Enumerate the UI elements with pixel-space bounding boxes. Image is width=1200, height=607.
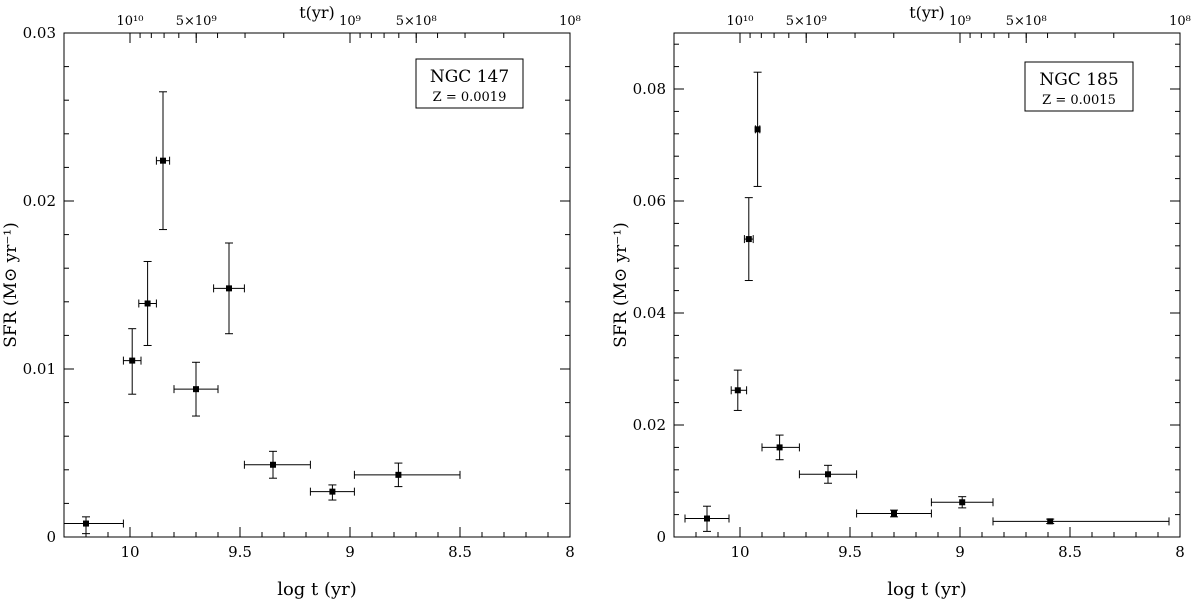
data-point [734, 387, 741, 394]
x-tick-label: 8.5 [448, 543, 472, 561]
data-point [704, 515, 710, 522]
top-axis-title: t(yr) [299, 3, 335, 22]
legend-title: NGC 147 [430, 67, 509, 87]
data-point [754, 126, 761, 133]
data-point [776, 444, 783, 451]
y-tick-label: 0.03 [23, 24, 56, 42]
legend-subtitle: Z = 0.0015 [1042, 93, 1116, 108]
data-point [193, 386, 199, 393]
data-point [959, 499, 966, 506]
y-axis-title: SFR (M⊙ yr⁻¹) [611, 222, 631, 347]
data-point [83, 520, 89, 527]
top-tick-label: 10¹⁰ [117, 14, 144, 29]
y-tick-label: 0.08 [633, 80, 666, 98]
data-point [395, 471, 402, 478]
y-tick-label: 0.02 [23, 192, 56, 210]
top-tick-label: 10¹⁰ [727, 14, 754, 29]
y-axis-title: SFR (M⊙ yr⁻¹) [1, 222, 21, 347]
top-tick-label: 10⁸ [559, 14, 581, 29]
x-tick-label: 8 [565, 543, 575, 561]
data-point [745, 236, 752, 243]
panel-ngc185: 10 9.5 9 8.5 8 0 0.02 0.04 0.06 0.08 10¹⁰ 5×10⁹ 10⁹ 5… [611, 3, 1191, 600]
data-point [329, 488, 336, 495]
top-tick-label: 10⁸ [1169, 14, 1191, 29]
x-tick-label: 9.5 [228, 543, 252, 561]
data-point [144, 300, 151, 307]
y-tick-label: 0.01 [23, 360, 56, 378]
legend-subtitle: Z = 0.0019 [433, 90, 507, 105]
x-tick-label: 8 [1175, 543, 1185, 561]
y-tick-label: 0.02 [633, 416, 666, 434]
x-tick-label: 10 [120, 543, 139, 561]
y-tick-label: 0.06 [633, 192, 666, 210]
top-axis-title: t(yr) [909, 3, 945, 22]
x-tick-label: 10 [730, 543, 749, 561]
x-axis-title: log t (yr) [887, 579, 967, 600]
legend-box [415, 58, 524, 109]
data-point [160, 157, 166, 164]
top-tick-label: 10⁹ [339, 14, 361, 29]
top-tick-label: 10⁹ [949, 14, 971, 29]
data-point [891, 510, 897, 517]
data-point [1047, 518, 1054, 525]
top-tick-label: 5×10⁸ [396, 14, 437, 29]
x-tick-label: 9 [955, 543, 965, 561]
x-tick-label: 8.5 [1058, 543, 1082, 561]
x-tick-label: 9 [345, 543, 355, 561]
y-tick-label: 0 [46, 528, 56, 546]
panel-ngc147: 10 9.5 9 8.5 8 0 0.01 0.02 0.03 10¹⁰ 5×10⁹ 10⁹ 5×10⁸… [1, 3, 581, 600]
legend-box [1024, 61, 1134, 112]
data-point [226, 285, 232, 292]
x-tick-label: 9.5 [838, 543, 862, 561]
plot-frame [673, 32, 1181, 538]
plot-frame [63, 32, 571, 538]
top-tick-label: 5×10⁸ [1006, 14, 1047, 29]
top-tick-label: 5×10⁹ [786, 14, 827, 29]
y-tick-label: 0 [656, 528, 666, 546]
data-point [270, 461, 276, 468]
data-point [825, 471, 831, 478]
data-point [129, 357, 136, 364]
x-axis-title: log t (yr) [277, 579, 357, 600]
legend-title: NGC 185 [1039, 70, 1118, 90]
top-tick-label: 5×10⁹ [176, 14, 217, 29]
y-tick-label: 0.04 [633, 304, 666, 322]
